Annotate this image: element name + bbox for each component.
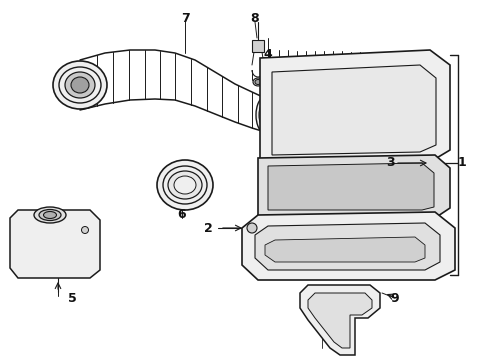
- Ellipse shape: [81, 226, 89, 234]
- Ellipse shape: [53, 61, 107, 109]
- Text: 8: 8: [251, 12, 259, 24]
- Polygon shape: [255, 223, 440, 270]
- Polygon shape: [242, 212, 455, 280]
- Polygon shape: [10, 210, 100, 278]
- Polygon shape: [268, 163, 434, 210]
- Ellipse shape: [157, 160, 213, 210]
- Text: 5: 5: [68, 292, 76, 305]
- Ellipse shape: [247, 223, 257, 233]
- Ellipse shape: [168, 171, 202, 199]
- Ellipse shape: [255, 80, 261, 85]
- Text: 4: 4: [264, 49, 272, 62]
- Ellipse shape: [44, 211, 56, 219]
- Polygon shape: [272, 65, 436, 155]
- Text: 1: 1: [458, 157, 466, 170]
- Text: 9: 9: [391, 292, 399, 305]
- Ellipse shape: [174, 176, 196, 194]
- Ellipse shape: [163, 166, 207, 204]
- Ellipse shape: [34, 207, 66, 223]
- Ellipse shape: [39, 210, 61, 220]
- Ellipse shape: [65, 72, 95, 98]
- Ellipse shape: [71, 77, 89, 93]
- Ellipse shape: [259, 102, 271, 128]
- Ellipse shape: [256, 97, 274, 133]
- Text: 6: 6: [178, 208, 186, 221]
- Polygon shape: [308, 293, 372, 348]
- Polygon shape: [260, 50, 450, 168]
- Text: 3: 3: [386, 157, 394, 170]
- Text: 2: 2: [204, 221, 212, 234]
- Text: 7: 7: [181, 12, 189, 24]
- Polygon shape: [265, 237, 425, 262]
- Ellipse shape: [59, 67, 101, 103]
- Polygon shape: [258, 155, 450, 218]
- Ellipse shape: [253, 78, 263, 86]
- Polygon shape: [252, 40, 264, 52]
- Polygon shape: [300, 285, 380, 355]
